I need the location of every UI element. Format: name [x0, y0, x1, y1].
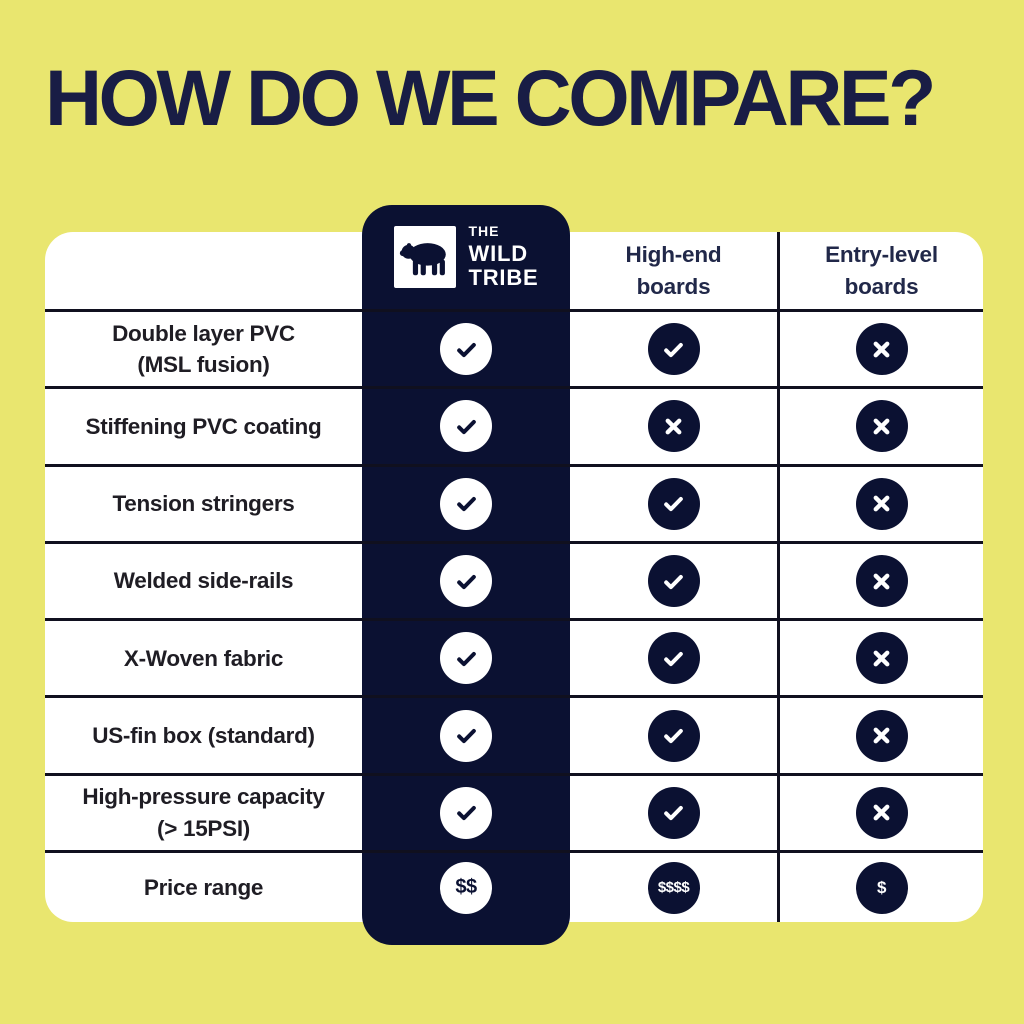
price-badge: $ [855, 861, 908, 914]
logo-line-the: THE [468, 222, 500, 239]
feature-label: Double layer PVC (MSL fusion) [112, 320, 295, 378]
check-icon [440, 632, 492, 685]
table-row: Welded side-rails [45, 543, 983, 622]
header-entrylevel-cell: Entry-level boards [777, 232, 983, 309]
entrylevel-header-label: Entry-level boards [825, 239, 938, 302]
entrylevel-cell: $ [777, 853, 983, 923]
table-row: US-fin box (standard) [45, 698, 983, 776]
cross-icon [855, 400, 908, 453]
feature-label: Stiffening PVC coating [85, 413, 322, 439]
entrylevel-line2: boards [844, 273, 919, 299]
cross-icon [855, 709, 908, 762]
feature-label: High-pressure capacity (> 15PSI) [82, 784, 325, 841]
wildtribe-cell [362, 698, 570, 772]
wildtribe-cell [362, 776, 570, 850]
check-icon [440, 400, 492, 453]
wildtribe-cell [362, 389, 570, 463]
entrylevel-cell [777, 543, 983, 619]
entrylevel-cell [777, 698, 983, 773]
highend-cell [570, 544, 777, 618]
price-badge: $$$$ [647, 861, 700, 914]
highend-cell [570, 698, 777, 772]
check-icon [647, 477, 700, 530]
check-icon [647, 786, 700, 839]
header-highend-cell: High-end boards [570, 232, 777, 309]
highend-cell [570, 621, 777, 695]
logo-line-tribe: TRIBE [468, 264, 539, 290]
wildtribe-cell [362, 312, 570, 386]
wildtribe-cell: $$ [362, 853, 570, 922]
wildtribe-cell [362, 544, 570, 618]
cross-icon [855, 555, 908, 608]
entrylevel-cell [777, 466, 983, 541]
cross-icon [855, 786, 908, 839]
highend-cell [570, 776, 777, 850]
wildtribe-cell [362, 467, 570, 541]
feature-label: Welded side-rails [113, 568, 294, 594]
entrylevel-cell [777, 312, 983, 387]
cross-icon [855, 477, 908, 530]
highend-line1: High-end [625, 242, 722, 267]
table-header-row: THE WILD TRIBE High-end boards Entry-lev… [45, 224, 983, 312]
check-icon [440, 555, 492, 608]
wildtribe-logo: THE WILD TRIBE [393, 224, 539, 290]
check-icon [440, 323, 492, 376]
entrylevel-line1: Entry-level [825, 242, 938, 267]
table-row: Price range $$ $$$$ $ [45, 853, 983, 923]
comparison-table: THE WILD TRIBE High-end boards Entry-lev… [45, 224, 983, 923]
check-icon [647, 632, 700, 685]
check-icon [647, 709, 700, 762]
highend-cell [570, 467, 777, 541]
cross-icon [855, 323, 908, 376]
check-icon [440, 786, 492, 839]
table-row: X-Woven fabric [45, 621, 983, 699]
table-row: Double layer PVC (MSL fusion) [45, 312, 983, 390]
check-icon [440, 709, 492, 762]
highend-cell [570, 389, 777, 463]
logo-line-wild: WILD [468, 240, 528, 266]
table-row: Tension stringers [45, 466, 983, 544]
feature-label: US-fin box (standard) [92, 722, 315, 748]
highend-line2: boards [636, 273, 711, 299]
cross-icon [855, 632, 908, 685]
bear-icon [393, 225, 456, 288]
check-icon [440, 477, 492, 530]
cross-icon [647, 400, 700, 453]
check-icon [647, 555, 700, 608]
check-icon [647, 323, 700, 376]
price-badge: $$ [440, 861, 492, 914]
feature-label: Price range [143, 874, 264, 900]
entrylevel-cell [777, 775, 983, 851]
entrylevel-cell [777, 389, 983, 464]
wildtribe-logo-text: THE WILD TRIBE [469, 224, 539, 290]
feature-label: Tension stringers [112, 490, 295, 516]
highend-cell [570, 312, 777, 386]
header-wildtribe-cell: THE WILD TRIBE [362, 224, 570, 309]
highend-header-label: High-end boards [626, 239, 722, 302]
highend-cell: $$$$ [570, 853, 777, 922]
page-title: HOW DO WE COMPARE? [45, 53, 936, 142]
feature-label: X-Woven fabric [123, 645, 284, 671]
wildtribe-cell [362, 621, 570, 695]
table-row: Stiffening PVC coating [45, 389, 983, 467]
header-feature-cell [45, 232, 362, 309]
entrylevel-cell [777, 621, 983, 696]
table-row: High-pressure capacity (> 15PSI) [45, 775, 983, 854]
